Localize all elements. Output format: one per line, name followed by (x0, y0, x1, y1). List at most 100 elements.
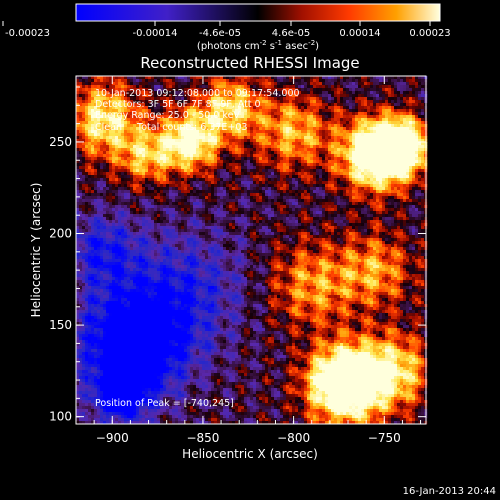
heatmap-cell (349, 145, 353, 149)
heatmap-cell (241, 124, 245, 128)
heatmap-cell (79, 160, 83, 164)
heatmap-cell (229, 181, 233, 185)
heatmap-cell (325, 196, 329, 200)
heatmap-cell (397, 136, 401, 140)
heatmap-cell (166, 97, 170, 101)
heatmap-cell (373, 148, 377, 152)
heatmap-cell (409, 181, 413, 185)
heatmap-cell (343, 193, 347, 197)
heatmap-cell (133, 136, 137, 140)
heatmap-cell (145, 115, 149, 119)
heatmap-cell (88, 139, 92, 143)
heatmap-cell (130, 94, 134, 98)
heatmap-cell (91, 82, 95, 86)
heatmap-cell (151, 106, 155, 110)
heatmap-cell (127, 166, 131, 170)
heatmap-cell (415, 166, 419, 170)
heatmap-cell (130, 163, 134, 167)
heatmap-cell (319, 148, 323, 152)
heatmap-cell (232, 151, 236, 155)
heatmap-cell (256, 187, 260, 191)
heatmap-cell (355, 151, 359, 155)
heatmap-cell (214, 151, 218, 155)
heatmap-cell (412, 142, 416, 146)
heatmap-cell (103, 163, 107, 167)
heatmap-cell (328, 175, 332, 179)
heatmap-cell (394, 139, 398, 143)
heatmap-cell (178, 193, 182, 197)
heatmap-cell (205, 118, 209, 122)
heatmap-cell (394, 97, 398, 101)
heatmap-cell (109, 79, 113, 83)
heatmap-cell (151, 187, 155, 191)
heatmap-cell (91, 91, 95, 95)
heatmap-cell (187, 112, 191, 116)
heatmap-cell (277, 157, 281, 161)
heatmap-cell (181, 151, 185, 155)
heatmap-cell (316, 112, 320, 116)
heatmap-cell (235, 118, 239, 122)
heatmap-cell (268, 142, 272, 146)
heatmap-cell (112, 199, 116, 203)
heatmap-cell (304, 124, 308, 128)
heatmap-cell (385, 106, 389, 110)
heatmap-cell (172, 151, 176, 155)
heatmap-cell (154, 181, 158, 185)
heatmap-cell (205, 145, 209, 149)
heatmap-cell (283, 109, 287, 113)
heatmap-cell (322, 88, 326, 92)
heatmap-cell (136, 184, 140, 188)
heatmap-cell (361, 82, 365, 86)
heatmap-cell (385, 184, 389, 188)
heatmap-cell (319, 184, 323, 188)
heatmap-cell (190, 187, 194, 191)
heatmap-cell (364, 187, 368, 191)
heatmap-cell (379, 100, 383, 104)
heatmap-cell (253, 133, 257, 137)
heatmap-cell (157, 178, 161, 182)
heatmap-cell (148, 172, 152, 176)
heatmap-cell (394, 112, 398, 116)
heatmap-cell (226, 184, 230, 188)
heatmap-cell (388, 187, 392, 191)
heatmap-cell (91, 85, 95, 89)
heatmap-cell (286, 166, 290, 170)
heatmap-cell (340, 166, 344, 170)
heatmap-cell (100, 94, 104, 98)
heatmap-cell (199, 127, 203, 131)
heatmap-cell (100, 88, 104, 92)
heatmap-cell (391, 91, 395, 95)
heatmap-cell (112, 184, 116, 188)
heatmap-cell (403, 121, 407, 125)
heatmap-cell (403, 103, 407, 107)
heatmap-cell (115, 163, 119, 167)
heatmap-cell (115, 196, 119, 200)
heatmap-cell (280, 139, 284, 143)
heatmap-cell (211, 172, 215, 176)
heatmap-cell (175, 76, 179, 80)
heatmap-cell (205, 109, 209, 113)
heatmap-cell (142, 199, 146, 203)
heatmap-cell (220, 97, 224, 101)
heatmap-cell (358, 154, 362, 158)
heatmap-cell (400, 109, 404, 113)
heatmap-cell (319, 169, 323, 173)
heatmap-cell (253, 148, 257, 152)
heatmap-cell (154, 106, 158, 110)
heatmap-cell (253, 127, 257, 131)
heatmap-cell (112, 139, 116, 143)
heatmap-cell (106, 169, 110, 173)
heatmap-cell (172, 196, 176, 200)
heatmap-cell (85, 118, 89, 122)
heatmap-cell (289, 154, 293, 158)
heatmap-cell (124, 193, 128, 197)
heatmap-cell (295, 97, 299, 101)
heatmap-cell (106, 106, 110, 110)
heatmap-cell (415, 196, 419, 200)
heatmap-cell (100, 196, 104, 200)
heatmap-cell (109, 124, 113, 128)
heatmap-cell (262, 115, 266, 119)
heatmap-cell (178, 106, 182, 110)
heatmap-cell (283, 106, 287, 110)
heatmap-cell (367, 97, 371, 101)
